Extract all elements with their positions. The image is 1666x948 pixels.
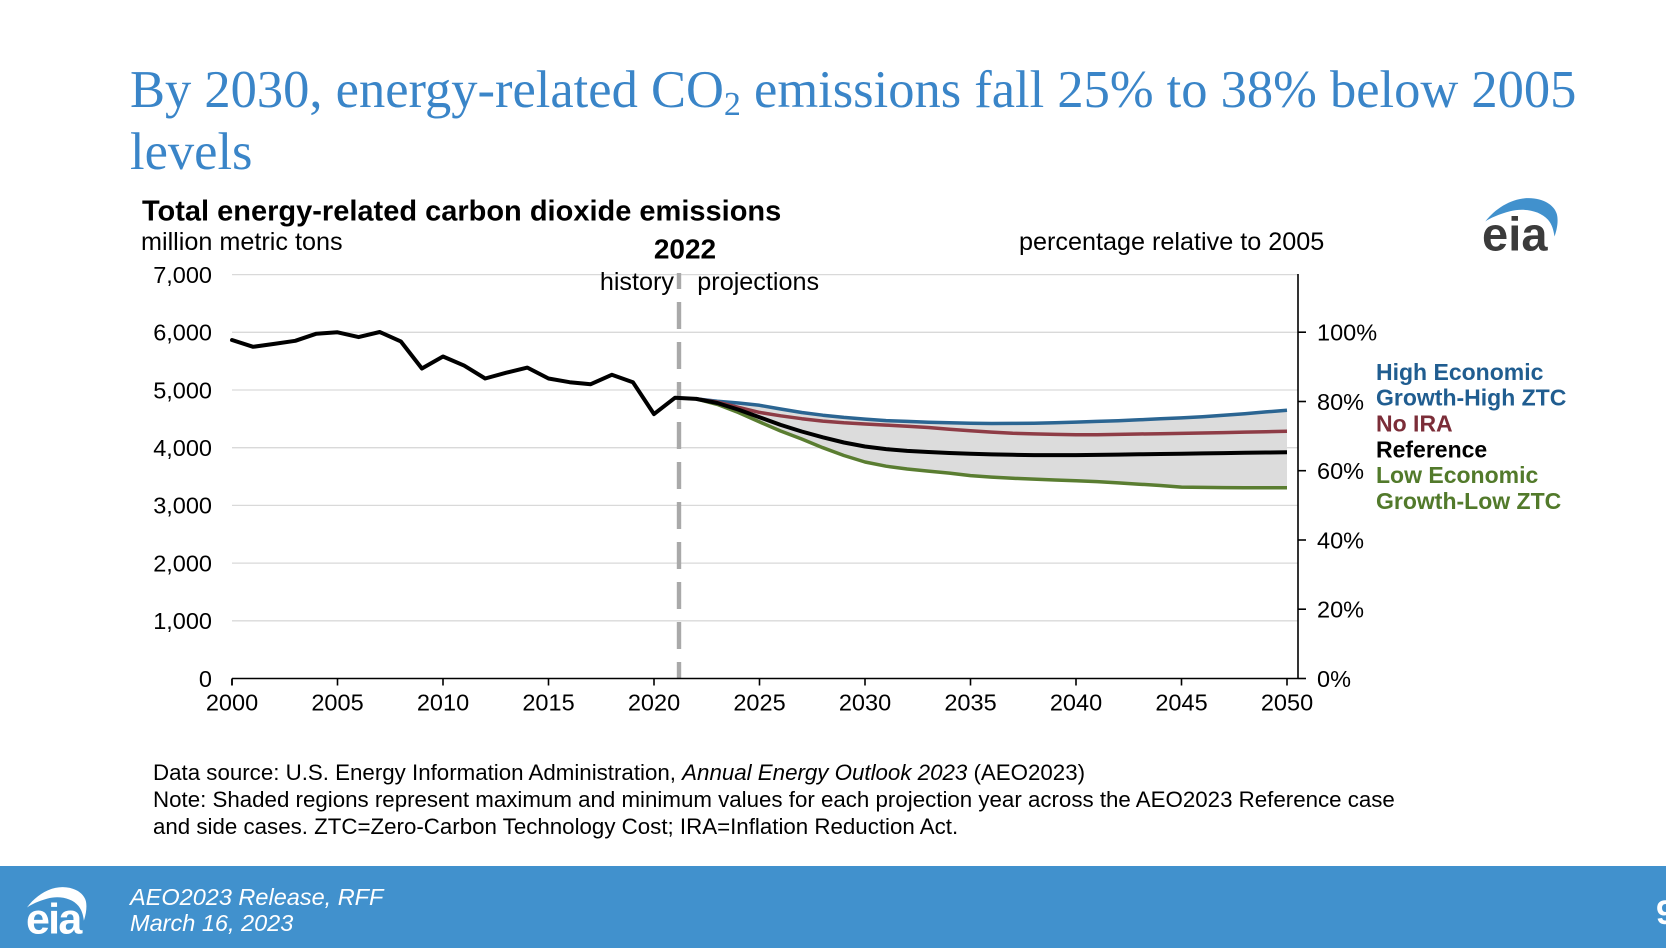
svg-text:2,000: 2,000 bbox=[153, 550, 212, 576]
svg-text:6,000: 6,000 bbox=[153, 320, 212, 346]
svg-text:2050: 2050 bbox=[1261, 690, 1313, 716]
svg-text:2020: 2020 bbox=[628, 690, 680, 716]
svg-text:High Economic: High Economic bbox=[1376, 359, 1544, 385]
svg-text:million metric tons: million metric tons bbox=[141, 228, 343, 256]
svg-text:Low Economic: Low Economic bbox=[1376, 462, 1539, 488]
svg-text:2045: 2045 bbox=[1155, 690, 1207, 716]
svg-text:2000: 2000 bbox=[206, 690, 258, 716]
svg-text:No IRA: No IRA bbox=[1376, 411, 1453, 437]
svg-text:0%: 0% bbox=[1317, 666, 1351, 692]
svg-text:2005: 2005 bbox=[311, 690, 363, 716]
svg-text:60%: 60% bbox=[1317, 458, 1364, 484]
svg-text:Growth-Low ZTC: Growth-Low ZTC bbox=[1376, 488, 1561, 514]
svg-text:2022: 2022 bbox=[654, 234, 716, 265]
svg-text:1,000: 1,000 bbox=[153, 608, 212, 634]
svg-text:2040: 2040 bbox=[1050, 690, 1102, 716]
svg-text:eia: eia bbox=[1482, 208, 1548, 261]
svg-text:Reference: Reference bbox=[1376, 436, 1487, 462]
svg-text:projections: projections bbox=[697, 268, 819, 296]
svg-text:2025: 2025 bbox=[733, 690, 785, 716]
svg-text:2010: 2010 bbox=[417, 690, 469, 716]
svg-text:100%: 100% bbox=[1317, 320, 1377, 346]
svg-text:5,000: 5,000 bbox=[153, 377, 212, 403]
svg-text:Growth-High ZTC: Growth-High ZTC bbox=[1376, 385, 1566, 411]
svg-text:0: 0 bbox=[199, 666, 212, 692]
svg-text:2015: 2015 bbox=[522, 690, 574, 716]
svg-text:2035: 2035 bbox=[944, 690, 996, 716]
svg-text:20%: 20% bbox=[1317, 597, 1364, 623]
svg-text:7,000: 7,000 bbox=[153, 262, 212, 288]
svg-text:3,000: 3,000 bbox=[153, 493, 212, 519]
svg-text:40%: 40% bbox=[1317, 527, 1364, 553]
svg-text:Total energy-related carbon di: Total energy-related carbon dioxide emis… bbox=[142, 196, 781, 228]
svg-text:history: history bbox=[600, 268, 675, 296]
svg-text:80%: 80% bbox=[1317, 389, 1364, 415]
svg-text:percentage relative to 2005: percentage relative to 2005 bbox=[1019, 228, 1324, 256]
svg-text:2030: 2030 bbox=[839, 690, 891, 716]
svg-text:4,000: 4,000 bbox=[153, 435, 212, 461]
